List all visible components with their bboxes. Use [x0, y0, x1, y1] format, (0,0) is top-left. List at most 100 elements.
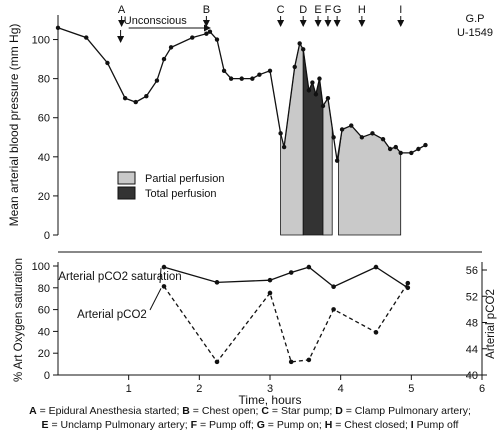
caption-letter-E: E [41, 419, 49, 431]
caption-text-A: = Epidural Anesthesia started; [36, 405, 183, 417]
x-ticks: 1 2 3 4 5 6 [126, 375, 485, 395]
perfusion-region-0 [280, 42, 304, 236]
saturation-point-5 [331, 284, 336, 290]
caption-text-G: = Pump on; [264, 419, 325, 431]
event-marker-label-D: D [299, 4, 307, 16]
x-tick-label-1: 2 [196, 383, 202, 395]
pco2-label-pointer [149, 288, 162, 311]
pco2-line [163, 282, 409, 363]
bp-point-12 [214, 37, 220, 42]
right-y-tick-label-0: 40 [466, 370, 478, 382]
saturation-point-2 [267, 277, 273, 283]
unconscious-label: Unconscious [124, 15, 187, 27]
right-y-tick-label-4: 56 [466, 265, 478, 277]
pco2-point-7 [405, 280, 411, 286]
bp-point-17 [257, 72, 262, 77]
bp-point-16 [250, 76, 255, 81]
bp-point-13 [221, 68, 227, 74]
bp-point-39 [398, 150, 403, 156]
bp-point-21 [292, 64, 297, 70]
bp-point-29 [325, 95, 331, 101]
bp-point-23 [301, 47, 306, 52]
event-marker-label-E: E [314, 4, 321, 16]
bp-point-32 [339, 127, 345, 132]
caption-letter-D: D [335, 405, 343, 417]
saturation-series-label: Arterial pCO2 saturation [58, 271, 181, 283]
left-y-tick-label-5: 100 [32, 261, 50, 273]
left-y-tick-label-3: 60 [38, 305, 50, 317]
left-y-tick-label-2: 40 [38, 326, 50, 338]
caption-text-I: Pump off [413, 419, 459, 431]
bp-point-34 [359, 135, 365, 140]
unconscious-annotation: Unconscious [124, 15, 211, 32]
event-marker-label-B: B [203, 4, 210, 16]
bp-point-24 [306, 88, 312, 93]
x-tick-label-4: 5 [408, 383, 414, 395]
bp-point-40 [409, 150, 414, 156]
saturation-line [163, 266, 409, 289]
event-marker-label-A: A [118, 4, 126, 16]
bp-point-20 [281, 144, 287, 150]
caption-letter-I: I [410, 419, 414, 431]
right-y-tick-label-2: 48 [466, 318, 478, 330]
legend-swatch-partial [117, 171, 136, 185]
caption-letter-A: A [29, 405, 37, 417]
bp-point-36 [380, 137, 386, 142]
top-y-tick-label-4: 80 [38, 74, 50, 86]
caption-text-D: = Clamp Pulmonary artery; [342, 405, 471, 417]
top-y-tick-label-0: 0 [44, 230, 50, 242]
caption-text-C: = Star pump; [269, 405, 336, 417]
right-y-axis-label: Arterial pCO2 [485, 289, 497, 359]
x-tick-label-3: 4 [338, 383, 344, 395]
pco2-point-4 [306, 357, 312, 363]
bp-point-30 [331, 135, 336, 140]
bottom-right-ticks: 40 44 48 52 56 [466, 265, 487, 382]
pco2-point-5 [331, 307, 336, 312]
event-marker-label-H: H [358, 4, 366, 16]
top-y-tick-label-1: 20 [38, 191, 50, 203]
bp-point-37 [387, 146, 393, 152]
caption-text-B: = Chest open; [189, 405, 262, 417]
bp-point-15 [239, 76, 244, 81]
saturation-point-3 [288, 270, 294, 275]
left-y-axis-label: % Art Oxygen saturation [13, 258, 25, 382]
bp-point-33 [349, 123, 354, 128]
bp-point-7 [161, 56, 167, 62]
bp-point-18 [267, 68, 273, 74]
event-marker-label-C: C [277, 4, 285, 16]
x-tick-label-2: 3 [267, 383, 273, 395]
saturation-point-0 [161, 264, 167, 270]
case-label: U-1549 [457, 27, 493, 39]
legend: Partial perfusion Total perfusion [117, 171, 225, 200]
legend-label-total: Total perfusion [145, 188, 217, 200]
bp-point-42 [423, 142, 428, 148]
left-y-tick-label-4: 80 [38, 283, 50, 295]
top-y-tick-label-5: 100 [32, 35, 50, 47]
event-marker-label-F: F [325, 4, 332, 16]
bp-point-6 [154, 78, 160, 83]
patient-label: G.P [466, 13, 485, 25]
bp-point-10 [204, 31, 209, 36]
caption-text-F: = Pump off; [197, 419, 257, 431]
bp-point-14 [228, 76, 234, 81]
legend-swatch-total [117, 186, 136, 200]
bp-point-8 [168, 45, 174, 50]
bp-point-27 [317, 76, 322, 81]
pco2-point-1 [214, 359, 220, 365]
saturation-point-7 [405, 285, 411, 291]
bp-point-1 [84, 35, 89, 40]
pco2-point-2 [267, 290, 273, 296]
x-tick-label-0: 1 [126, 383, 132, 395]
event-marker-label-I: I [399, 4, 402, 16]
bp-line-group [55, 25, 428, 163]
caption-letter-H: H [324, 419, 333, 431]
bp-point-25 [310, 80, 315, 85]
caption-letter-C: C [261, 405, 269, 417]
bp-point-31 [334, 158, 340, 163]
bp-point-35 [370, 131, 375, 136]
caption-text-E: = Unclamp Pulmonary artery; [48, 419, 191, 431]
pco2-series-label: Arterial pCO2 [77, 309, 147, 321]
